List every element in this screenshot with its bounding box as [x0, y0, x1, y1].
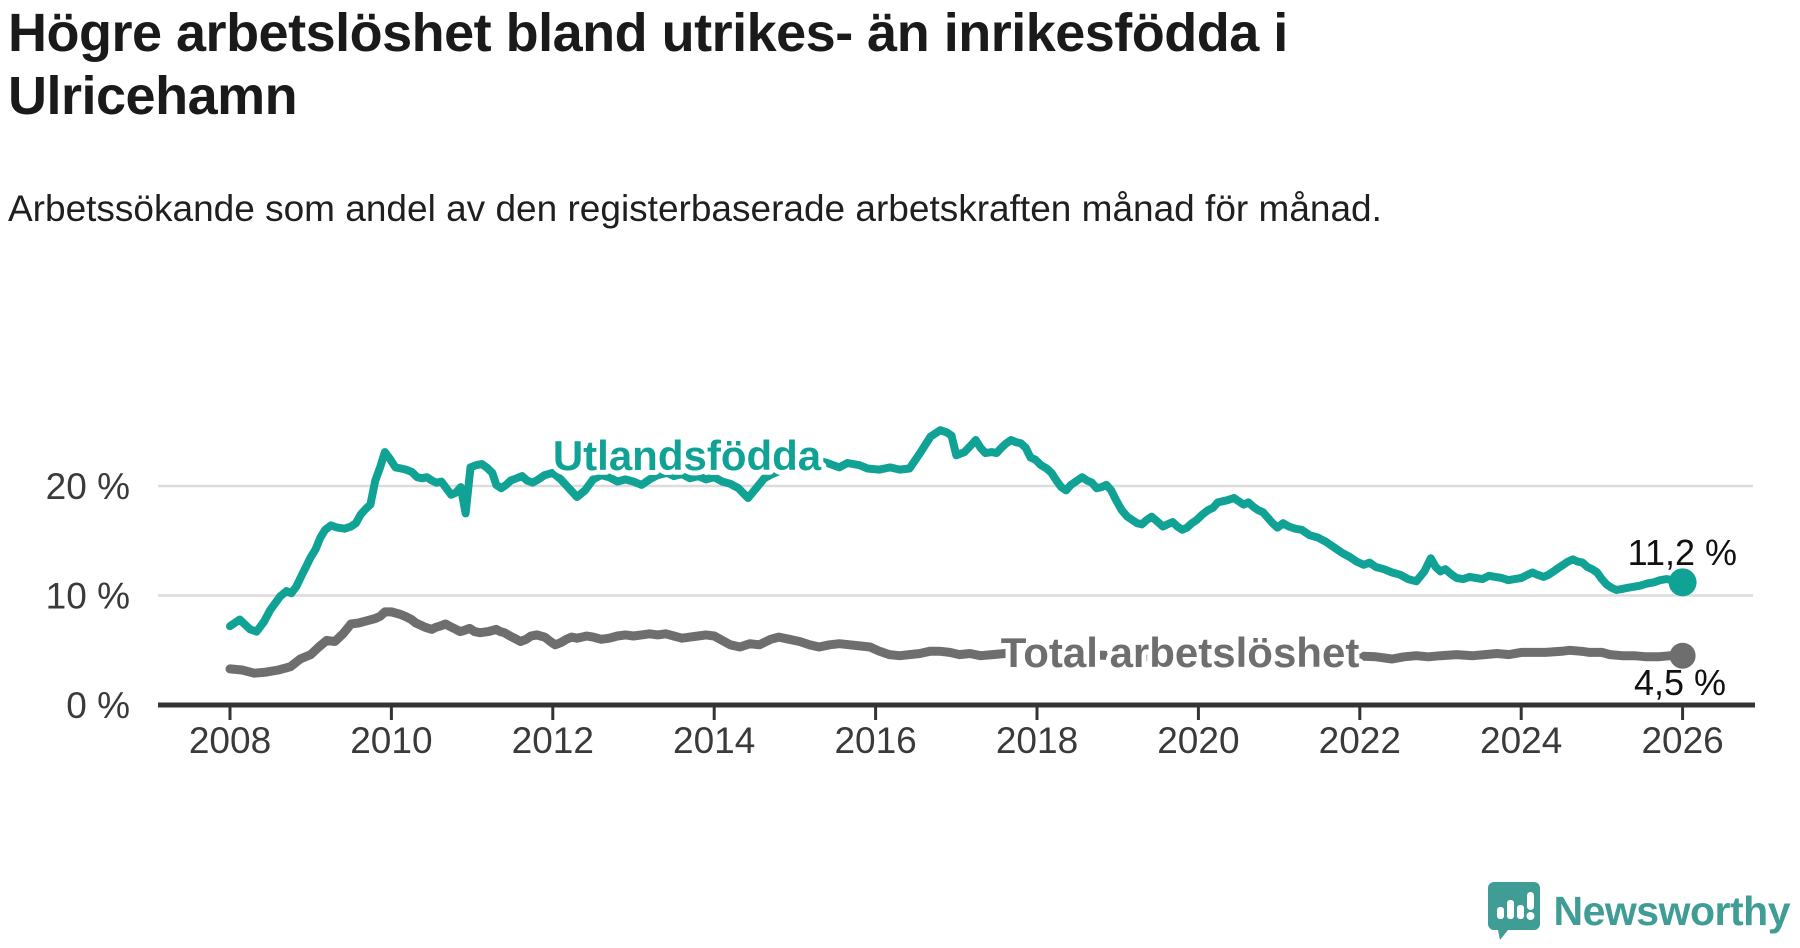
x-tick-label-2008: 2008 — [189, 720, 271, 761]
series-end-value-0: 11,2 % — [1628, 532, 1737, 573]
x-tick-label-2022: 2022 — [1319, 720, 1401, 761]
newsworthy-logo-text: Newsworthy — [1553, 887, 1791, 934]
series-label-1: Total arbetslöshet — [1001, 629, 1360, 676]
x-tick-label-2020: 2020 — [1157, 720, 1239, 761]
series-end-dot-1 — [1669, 642, 1696, 669]
series-line-1 — [225, 607, 1688, 678]
x-tick-label-2016: 2016 — [834, 720, 916, 761]
chart-title: Högre arbetslöshet bland utrikes- än inr… — [8, 3, 1288, 126]
series-line-0 — [226, 426, 1687, 636]
y-tick-label-10: 10 % — [46, 576, 130, 617]
x-tick-label-2026: 2026 — [1641, 720, 1723, 761]
x-tick-label-2014: 2014 — [673, 720, 755, 761]
series-end-dot-0 — [1668, 568, 1697, 597]
newsworthy-bubble-barchart-icon — [1487, 882, 1540, 940]
series-label-0: Utlandsfödda — [553, 432, 822, 479]
chart-subtitle: Arbetssökande som andel av den registerb… — [8, 188, 1382, 229]
x-tick-label-2012: 2012 — [512, 720, 594, 761]
series-end-value-1: 4,5 % — [1634, 662, 1726, 703]
x-tick-label-2024: 2024 — [1480, 720, 1562, 761]
y-tick-label-0: 0 % — [66, 685, 130, 726]
y-tick-label-20: 20 % — [46, 466, 130, 507]
x-tick-label-2010: 2010 — [350, 720, 432, 761]
x-tick-label-2018: 2018 — [996, 720, 1078, 761]
newsworthy-branding: Newsworthy — [1486, 880, 1791, 942]
